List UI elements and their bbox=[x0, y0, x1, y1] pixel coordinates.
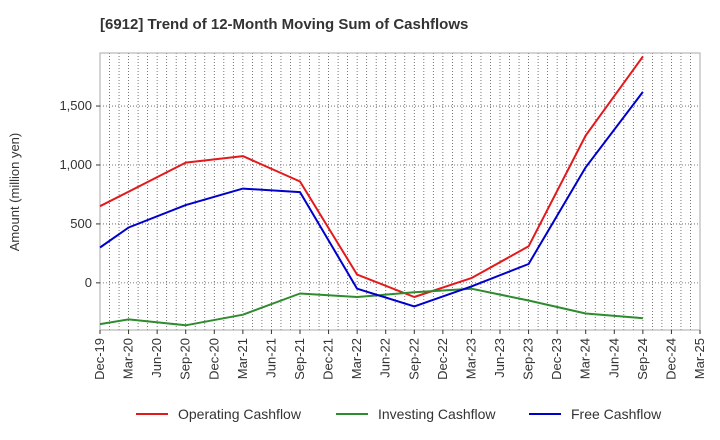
x-tick-label: Mar-21 bbox=[235, 338, 250, 379]
x-tick-label: Sep-20 bbox=[178, 338, 193, 380]
x-tick-label: Jun-20 bbox=[149, 338, 164, 378]
x-tick-label: Dec-23 bbox=[549, 338, 564, 380]
y-tick-label: 1,000 bbox=[59, 157, 92, 172]
investing-cashflow-legend-label: Investing Cashflow bbox=[378, 406, 496, 422]
y-axis-ticks: 0 500 1,000 1,500 bbox=[59, 98, 100, 290]
y-tick-label: 0 bbox=[85, 275, 92, 290]
chart-title: [6912] Trend of 12-Month Moving Sum of C… bbox=[100, 16, 468, 33]
x-tick-label: Jun-23 bbox=[492, 338, 507, 378]
operating-cashflow-legend-label: Operating Cashflow bbox=[178, 406, 302, 422]
operating-cashflow-line bbox=[99, 55, 644, 298]
investing-cashflow-line bbox=[99, 287, 643, 327]
x-tick-label: Mar-24 bbox=[578, 338, 593, 379]
x-axis-ticks: Dec-19 Mar-20 Jun-20 Sep-20 Dec-20 Mar-21 Jun-… bbox=[92, 330, 707, 380]
x-tick-label: Dec-21 bbox=[321, 338, 336, 380]
x-tick-label: Sep-23 bbox=[521, 338, 536, 380]
x-tick-label: Mar-25 bbox=[692, 338, 707, 379]
y-axis-label: Amount (million yen) bbox=[7, 133, 22, 252]
grid bbox=[100, 53, 700, 330]
x-tick-label: Dec-24 bbox=[663, 338, 678, 380]
x-tick-label: Dec-20 bbox=[206, 338, 221, 380]
free-cashflow-line bbox=[99, 91, 644, 308]
x-tick-label: Sep-22 bbox=[406, 338, 421, 380]
x-tick-label: Mar-20 bbox=[121, 338, 136, 379]
y-tick-label: 500 bbox=[70, 216, 92, 231]
legend: Operating Cashflow Investing Cashflow Free… bbox=[136, 406, 662, 422]
x-tick-label: Mar-23 bbox=[463, 338, 478, 379]
y-tick-label: 1,500 bbox=[59, 98, 92, 113]
free-cashflow-legend-label: Free Cashflow bbox=[571, 406, 662, 422]
plot-area bbox=[99, 52, 701, 331]
x-tick-label: Sep-24 bbox=[635, 338, 650, 380]
x-tick-label: Sep-21 bbox=[292, 338, 307, 380]
series-lines bbox=[99, 55, 644, 327]
x-tick-label: Jun-21 bbox=[263, 338, 278, 378]
x-tick-label: Jun-22 bbox=[378, 338, 393, 378]
x-tick-label: Jun-24 bbox=[606, 338, 621, 378]
x-tick-label: Mar-22 bbox=[349, 338, 364, 379]
x-tick-label: Dec-19 bbox=[92, 338, 107, 380]
x-tick-label: Dec-22 bbox=[435, 338, 450, 380]
